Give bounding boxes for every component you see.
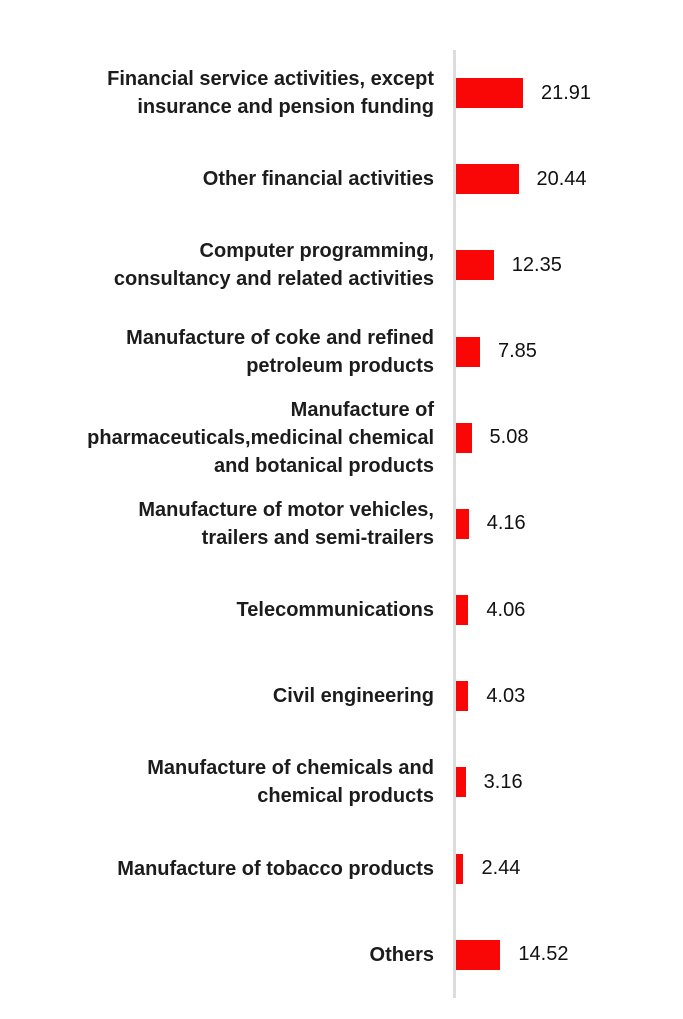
bar bbox=[456, 422, 472, 453]
plot-area: 5.08 bbox=[453, 395, 683, 481]
chart-row: Other financial activities 20.44 bbox=[0, 136, 683, 222]
value-label: 14.52 bbox=[518, 943, 569, 966]
bar bbox=[456, 939, 501, 970]
bar bbox=[456, 164, 519, 195]
plot-area: 3.16 bbox=[453, 739, 683, 825]
chart-row: Telecommunications 4.06 bbox=[0, 567, 683, 653]
bar bbox=[456, 250, 494, 281]
plot-area: 7.85 bbox=[453, 309, 683, 395]
bar bbox=[456, 595, 469, 626]
chart-row: Civil engineering 4.03 bbox=[0, 653, 683, 739]
chart-row: Others 14.52 bbox=[0, 912, 683, 998]
value-label: 12.35 bbox=[511, 253, 562, 276]
value-label: 3.16 bbox=[483, 770, 523, 793]
plot-area: 2.44 bbox=[453, 826, 683, 912]
plot-area: 14.52 bbox=[453, 912, 683, 998]
bar bbox=[456, 767, 466, 798]
bar bbox=[456, 681, 469, 712]
chart-row: Manufacture of pharmaceuticals,medicinal… bbox=[0, 395, 683, 481]
chart-rows: Financial service activities, except ins… bbox=[0, 50, 683, 998]
chart-row: Computer programming, consultancy and re… bbox=[0, 222, 683, 308]
bar bbox=[456, 78, 523, 109]
plot-area: 20.44 bbox=[453, 136, 683, 222]
value-label: 4.03 bbox=[486, 684, 526, 707]
category-label: Manufacture of motor vehicles, trailers … bbox=[138, 498, 434, 549]
plot-area: 4.06 bbox=[453, 567, 683, 653]
chart-row: Manufacture of coke and refined petroleu… bbox=[0, 309, 683, 395]
category-label: Manufacture of tobacco products bbox=[117, 857, 434, 880]
category-label: Others bbox=[369, 943, 434, 966]
chart-row: Manufacture of chemicals and chemical pr… bbox=[0, 739, 683, 825]
category-label: Manufacture of coke and refined petroleu… bbox=[126, 326, 434, 377]
value-label: 4.06 bbox=[486, 598, 526, 621]
category-label: Manufacture of pharmaceuticals,medicinal… bbox=[87, 398, 434, 477]
category-label: Financial service activities, except ins… bbox=[107, 68, 434, 119]
value-label: 21.91 bbox=[541, 81, 592, 104]
chart-row: Manufacture of tobacco products 2.44 bbox=[0, 826, 683, 912]
chart-row: Manufacture of motor vehicles, trailers … bbox=[0, 481, 683, 567]
bar bbox=[456, 853, 464, 884]
category-label: Other financial activities bbox=[202, 168, 434, 191]
plot-area: 4.03 bbox=[453, 653, 683, 739]
category-label: Manufacture of chemicals and chemical pr… bbox=[147, 757, 434, 808]
chart-row: Financial service activities, except ins… bbox=[0, 50, 683, 136]
category-label: Computer programming, consultancy and re… bbox=[113, 240, 434, 291]
plot-area: 4.16 bbox=[453, 481, 683, 567]
value-label: 7.85 bbox=[498, 340, 537, 363]
value-label: 2.44 bbox=[481, 857, 521, 880]
category-label: Telecommunications bbox=[236, 599, 434, 622]
value-label: 5.08 bbox=[489, 426, 529, 449]
bar bbox=[456, 508, 469, 539]
category-label: Civil engineering bbox=[272, 685, 434, 708]
plot-area: 21.91 bbox=[453, 50, 683, 136]
value-label: 20.44 bbox=[536, 167, 587, 190]
bar bbox=[456, 336, 480, 367]
value-label: 4.16 bbox=[486, 512, 526, 535]
plot-area: 12.35 bbox=[453, 222, 683, 308]
y-axis-baseline bbox=[453, 50, 456, 998]
